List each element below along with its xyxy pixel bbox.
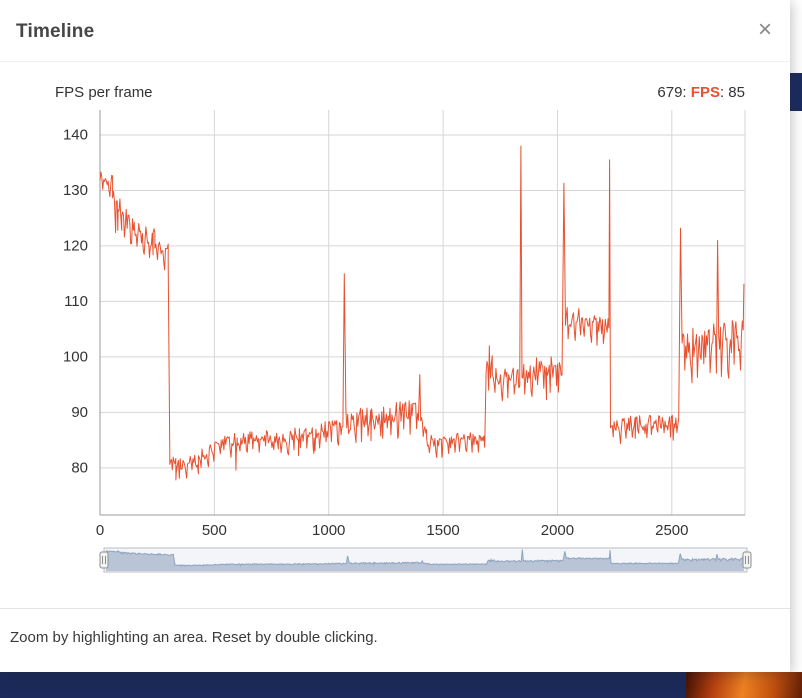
chart-top-row: FPS per frame 679: FPS: 85	[55, 84, 745, 101]
timeline-modal: Timeline × FPS per frame 679: FPS: 85 80…	[0, 0, 790, 666]
svg-text:500: 500	[202, 522, 227, 539]
svg-text:2000: 2000	[541, 522, 574, 539]
svg-text:80: 80	[71, 459, 88, 476]
svg-text:100: 100	[63, 348, 88, 365]
navigator-handle-left[interactable]	[99, 551, 109, 569]
svg-text:0: 0	[96, 522, 104, 539]
legend-series: FPS	[690, 84, 720, 101]
svg-text:140: 140	[63, 126, 88, 143]
navigator-line	[105, 549, 744, 568]
svg-text:90: 90	[71, 404, 88, 421]
svg-text:2500: 2500	[655, 522, 688, 539]
chart-legend: 679: FPS: 85	[657, 84, 745, 101]
background-flame-image	[686, 672, 802, 698]
fps-line-chart[interactable]: 80 90 100 110 120 130 140 0 500 1000 1500 2000 2500	[0, 100, 790, 545]
navigator-handle-right[interactable]	[742, 551, 752, 569]
navigator-area	[106, 549, 744, 571]
timeline-navigator[interactable]	[0, 545, 790, 577]
svg-text:110: 110	[64, 293, 88, 310]
svg-text:130: 130	[63, 182, 88, 199]
modal-title: Timeline	[16, 21, 95, 42]
zoom-hint: Zoom by highlighting an area. Reset by d…	[10, 629, 378, 646]
background-tile	[790, 73, 802, 111]
svg-text:120: 120	[63, 237, 88, 254]
close-icon[interactable]: ×	[757, 16, 772, 43]
svg-text:1500: 1500	[426, 522, 459, 539]
chart-title: FPS per frame	[55, 84, 153, 101]
fps-series	[99, 145, 745, 481]
modal-header: Timeline ×	[0, 0, 790, 62]
background-bottom-bar	[0, 672, 802, 698]
legend-value: : 85	[719, 84, 745, 101]
legend-frame: 679:	[657, 84, 691, 101]
svg-text:1000: 1000	[312, 522, 345, 539]
modal-footer: Zoom by highlighting an area. Reset by d…	[0, 608, 790, 666]
